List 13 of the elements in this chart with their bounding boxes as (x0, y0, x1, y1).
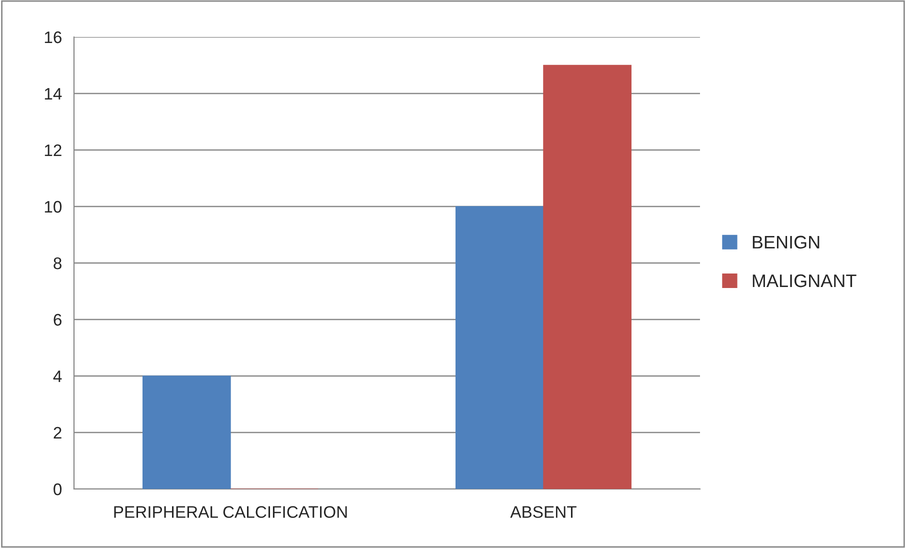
legend-label: MALIGNANT (752, 274, 856, 288)
y-tick-label: 14 (44, 88, 62, 100)
y-tick-label: 6 (54, 314, 62, 326)
y-tick-label: 8 (54, 257, 62, 270)
y-tick-label: 10 (44, 200, 62, 213)
y-tick-label: 4 (53, 370, 62, 382)
x-tick-label: PERIPHERAL CALCIFICATION (114, 506, 347, 518)
y-tick-label: 2 (54, 426, 62, 439)
y-tick-label: 0 (54, 483, 62, 496)
y-tick-label: 16 (44, 31, 62, 44)
x-tick-label: ABSENT (510, 506, 576, 518)
y-tick-label: 12 (44, 144, 62, 156)
legend-label: BENIGN (752, 236, 820, 249)
